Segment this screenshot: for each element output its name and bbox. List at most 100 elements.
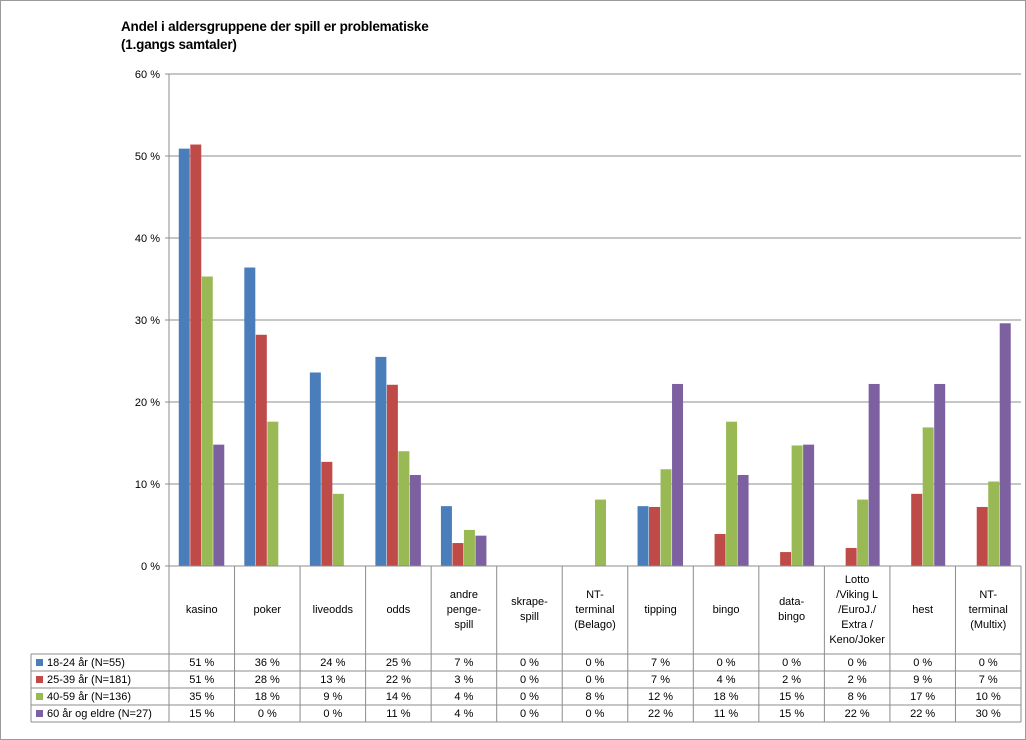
y-tick-label: 30 % — [135, 315, 160, 327]
data-label: 0 % — [782, 656, 802, 669]
data-label: 2 % — [782, 673, 802, 686]
category-label: odds — [386, 603, 411, 616]
y-tick-label: 10 % — [135, 479, 160, 491]
bar — [321, 461, 333, 566]
chart-title: Andel i aldersgruppene der spill er prob… — [121, 19, 429, 34]
legend-item: 25-39 år (N=181) — [31, 671, 169, 688]
data-label: 0 % — [716, 656, 736, 669]
legend-label: 60 år og eldre (N=27) — [47, 707, 152, 720]
bar — [803, 444, 815, 566]
data-label: 12 % — [647, 690, 674, 703]
data-label: 0 % — [585, 656, 605, 669]
data-label: 0 % — [519, 707, 539, 720]
data-label: 7 % — [651, 673, 671, 686]
bar — [178, 148, 190, 566]
bar — [845, 547, 857, 566]
data-label: 7 % — [978, 673, 998, 686]
bar — [637, 506, 649, 566]
bar — [463, 529, 475, 566]
category-label: hest — [912, 603, 934, 616]
bar — [213, 444, 225, 566]
bar — [976, 506, 988, 566]
data-label: 0 % — [585, 707, 605, 720]
bar — [332, 493, 344, 566]
y-tick-label: 40 % — [135, 233, 160, 245]
bar — [595, 499, 606, 566]
data-label: 0 % — [519, 673, 539, 686]
data-label: 22 % — [385, 673, 411, 686]
category-label: liveodds — [312, 603, 353, 616]
bar — [201, 276, 213, 566]
category-label: NT- terminal (Multix) — [968, 588, 1008, 631]
bar — [440, 506, 452, 566]
data-label: 18 % — [713, 690, 739, 703]
bar — [726, 421, 738, 566]
bar — [660, 469, 672, 566]
legend-item: 18-24 år (N=55) — [31, 654, 169, 671]
data-label: 2 % — [847, 673, 867, 686]
category-label: poker — [253, 603, 282, 616]
data-label: 24 % — [320, 656, 346, 669]
data-label: 22 % — [910, 707, 936, 720]
data-label: 4 % — [454, 707, 474, 720]
legend-label: 40-59 år (N=136) — [47, 690, 132, 703]
data-label: 0 % — [519, 656, 539, 669]
y-tick-label: 50 % — [135, 151, 160, 163]
bar — [714, 534, 726, 566]
data-label: 15 % — [779, 690, 805, 703]
bar — [999, 323, 1011, 566]
legend-swatch — [36, 676, 43, 683]
bar — [857, 499, 869, 566]
bar — [244, 267, 256, 566]
data-label: 0 % — [847, 656, 867, 669]
data-label: 4 % — [716, 673, 736, 686]
category-label: kasino — [185, 603, 218, 616]
bar — [934, 383, 946, 566]
chart-subtitle: (1.gangs samtaler) — [121, 37, 237, 52]
bar — [988, 481, 1000, 566]
data-label: 36 % — [254, 656, 280, 669]
data-label: 10 % — [975, 690, 1001, 703]
data-label: 51 % — [189, 673, 215, 686]
data-label: 13 % — [320, 673, 346, 686]
bar — [409, 474, 421, 566]
bar — [475, 535, 487, 566]
legend-swatch — [36, 693, 43, 700]
data-label: 0 % — [519, 690, 539, 703]
legend-swatch — [36, 659, 43, 666]
data-label: 0 % — [913, 656, 933, 669]
bar — [780, 552, 792, 566]
bar — [309, 372, 321, 566]
category-label: bingo — [712, 603, 740, 616]
bar — [375, 356, 387, 566]
bar — [737, 474, 749, 566]
legend-item: 60 år og eldre (N=27) — [31, 705, 169, 722]
bar — [911, 493, 923, 566]
data-label: 11 % — [386, 707, 411, 720]
data-label: 30 % — [975, 707, 1001, 720]
data-label: 15 % — [779, 707, 805, 720]
bar — [255, 334, 267, 566]
bar — [791, 445, 803, 566]
data-label: 14 % — [385, 690, 411, 703]
data-label: 8 % — [585, 690, 605, 703]
bar — [649, 506, 661, 566]
data-label: 0 % — [585, 673, 605, 686]
bar — [267, 421, 279, 566]
category-label: Lotto /Viking L /EuroJ./ Extra / Keno/Jo… — [829, 573, 885, 646]
category-label: andre penge- spill — [446, 588, 482, 631]
bar — [868, 383, 880, 566]
bar — [398, 451, 410, 566]
y-tick-label: 20 % — [135, 397, 160, 409]
category-label: data- bingo — [778, 596, 806, 623]
data-label: 9 % — [323, 690, 343, 703]
data-label: 0 % — [257, 707, 277, 720]
bar — [386, 384, 398, 566]
data-label: 0 % — [978, 656, 998, 669]
data-label: 7 % — [454, 656, 474, 669]
legend-swatch — [36, 710, 43, 717]
data-label: 17 % — [910, 690, 936, 703]
category-label: skrape- spill — [511, 596, 548, 623]
data-label: 11 % — [713, 707, 739, 720]
